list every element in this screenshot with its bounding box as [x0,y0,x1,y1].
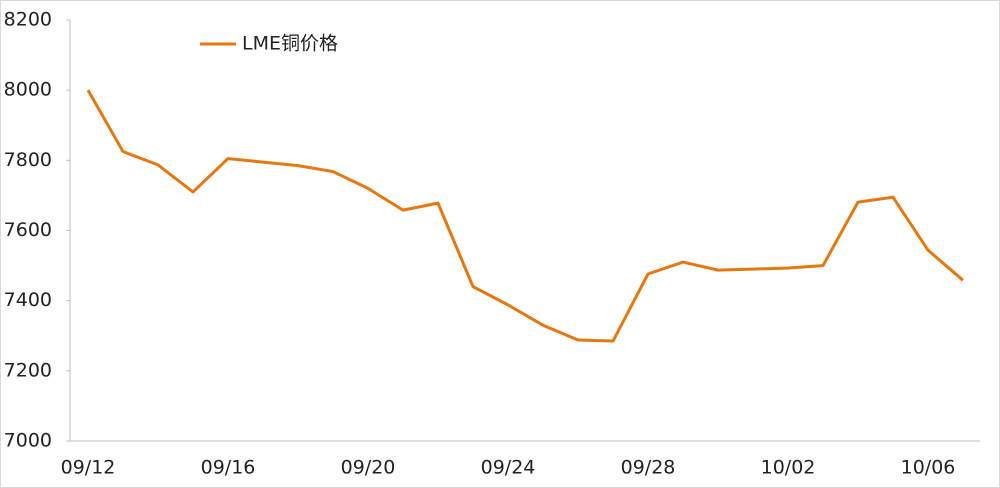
x-tick-label: 09/20 [341,457,396,479]
x-tick-label: 09/28 [621,457,676,479]
x-tick-label: 09/16 [201,457,256,479]
x-tick-label: 09/24 [481,457,536,479]
x-tick-label: 10/06 [901,457,956,479]
data-line [86,89,964,343]
y-tick-label: 8000 [4,79,52,101]
x-tick-label: 10/02 [761,457,816,479]
y-tick-label: 7800 [4,149,52,171]
legend-label: LME铜价格 [242,33,338,55]
y-tick-label: 7200 [4,359,52,381]
y-tick-label: 8200 [4,9,52,31]
y-tick-label: 7400 [4,289,52,311]
y-tick-label: 7600 [4,219,52,241]
x-tick-label: 09/12 [61,457,116,479]
y-tick-label: 7000 [4,430,52,452]
